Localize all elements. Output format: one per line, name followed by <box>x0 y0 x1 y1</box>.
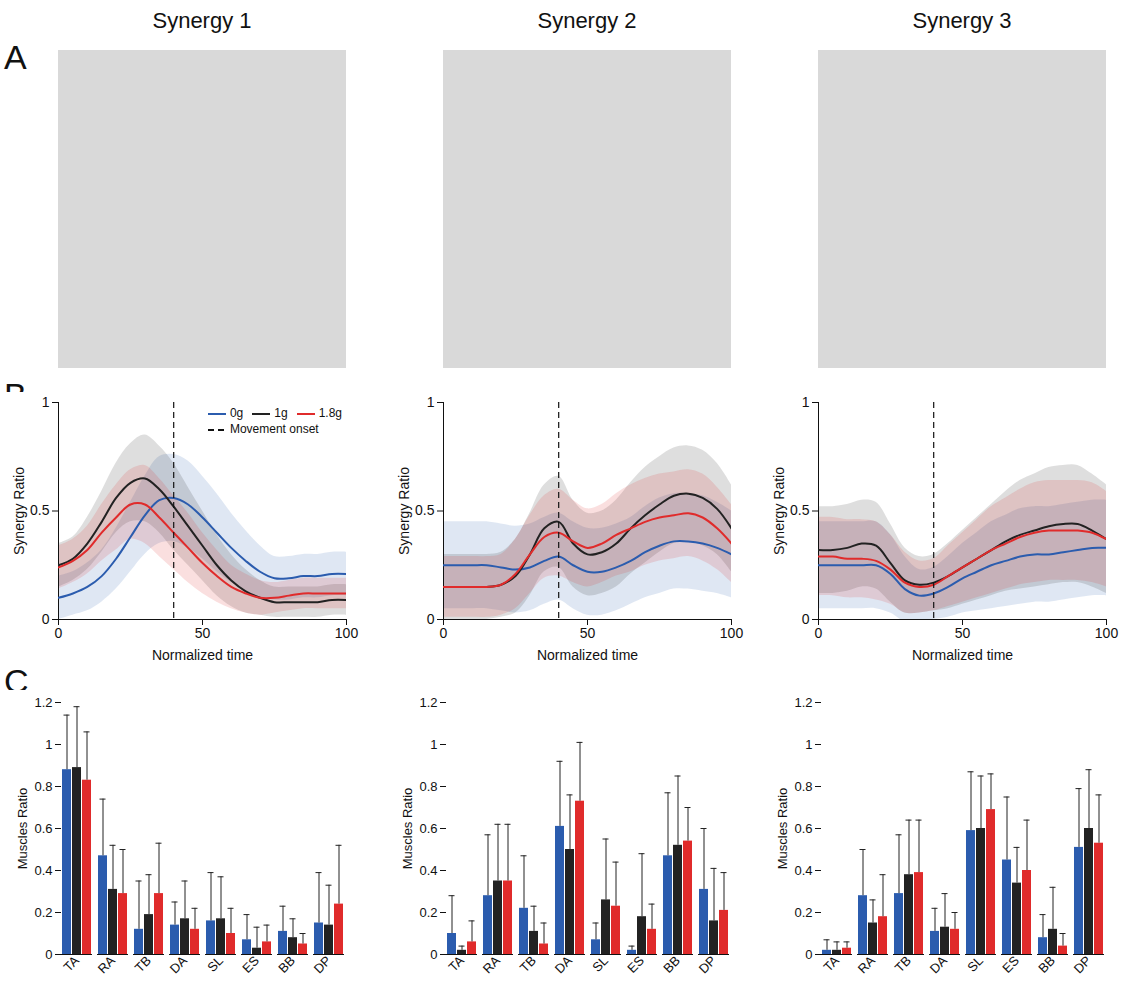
svg-text:BB: BB <box>660 953 683 976</box>
svg-text:TA: TA <box>445 953 467 975</box>
svg-text:0.2: 0.2 <box>794 905 812 920</box>
html-text:C: C <box>4 662 29 700</box>
svg-text:DA: DA <box>552 953 576 977</box>
svg-text:Synergy Ratio: Synergy Ratio <box>771 467 787 555</box>
svg-text:50: 50 <box>955 625 971 641</box>
html-text:B: B <box>4 376 27 414</box>
svg-text:0.4: 0.4 <box>34 863 52 878</box>
svg-text:0.2: 0.2 <box>419 905 437 920</box>
svg-text:0.8: 0.8 <box>794 779 812 794</box>
svg-text:Muscles Ratio: Muscles Ratio <box>775 788 790 870</box>
svg-text:1: 1 <box>45 737 52 752</box>
svg-text:0.2: 0.2 <box>34 905 52 920</box>
svg-text:RA: RA <box>855 953 879 977</box>
svg-text:TB: TB <box>892 953 914 975</box>
svg-text:SL: SL <box>589 953 611 975</box>
svg-text:TB: TB <box>132 953 154 975</box>
svg-text:DP: DP <box>311 953 334 976</box>
svg-text:0.8: 0.8 <box>419 779 437 794</box>
svg-text:Synergy Ratio: Synergy Ratio <box>11 467 27 555</box>
svg-text:Synergy Ratio: Synergy Ratio <box>396 467 412 555</box>
svg-text:0.5: 0.5 <box>415 502 435 518</box>
svg-text:1: 1 <box>802 394 810 410</box>
svg-text:DP: DP <box>696 953 719 976</box>
svg-text:1: 1 <box>430 737 437 752</box>
svg-text:SL: SL <box>964 953 986 975</box>
svg-text:100: 100 <box>1095 625 1119 641</box>
svg-text:ES: ES <box>999 953 1022 976</box>
svg-text:DA: DA <box>167 953 191 977</box>
html-text:Synergy 1: Synergy 1 <box>152 8 252 33</box>
svg-text:1.2: 1.2 <box>34 695 52 710</box>
svg-text:DA: DA <box>927 953 951 977</box>
svg-text:Normalized time: Normalized time <box>912 647 1013 663</box>
svg-text:0: 0 <box>45 947 52 962</box>
svg-text:SL: SL <box>204 953 226 975</box>
svg-text:1.2: 1.2 <box>794 695 812 710</box>
svg-text:0.4: 0.4 <box>419 863 437 878</box>
svg-text:0: 0 <box>430 947 437 962</box>
svg-text:0: 0 <box>802 611 810 627</box>
html-text:Synergy 2: Synergy 2 <box>537 8 637 33</box>
svg-text:1: 1 <box>427 394 435 410</box>
svg-text:100: 100 <box>720 625 744 641</box>
svg-text:0.6: 0.6 <box>34 821 52 836</box>
svg-text:TA: TA <box>60 953 82 975</box>
html-text:1.8g: 1.8g <box>318 406 342 420</box>
svg-text:Normalized time: Normalized time <box>152 647 253 663</box>
svg-text:50: 50 <box>580 625 596 641</box>
svg-text:0.4: 0.4 <box>794 863 812 878</box>
svg-text:0.8: 0.8 <box>34 779 52 794</box>
svg-text:0: 0 <box>42 611 50 627</box>
svg-text:RA: RA <box>480 953 504 977</box>
svg-text:0: 0 <box>55 625 63 641</box>
svg-text:0: 0 <box>805 947 812 962</box>
svg-text:1: 1 <box>42 394 50 410</box>
html-text:Synergy 3: Synergy 3 <box>912 8 1012 33</box>
html-text:A: A <box>4 38 27 76</box>
svg-text:TB: TB <box>517 953 539 975</box>
svg-text:Muscles Ratio: Muscles Ratio <box>400 788 415 870</box>
svg-text:100: 100 <box>335 625 359 641</box>
svg-text:1.2: 1.2 <box>419 695 437 710</box>
svg-text:TA: TA <box>820 953 842 975</box>
svg-text:0.5: 0.5 <box>30 502 50 518</box>
svg-text:BB: BB <box>1035 953 1058 976</box>
svg-text:0.6: 0.6 <box>794 821 812 836</box>
svg-text:0: 0 <box>815 625 823 641</box>
svg-text:ES: ES <box>624 953 647 976</box>
svg-text:0.6: 0.6 <box>419 821 437 836</box>
svg-text:BB: BB <box>275 953 298 976</box>
svg-text:Normalized time: Normalized time <box>537 647 638 663</box>
svg-text:Muscles Ratio: Muscles Ratio <box>15 788 30 870</box>
svg-text:0: 0 <box>440 625 448 641</box>
html-text:0g: 0g <box>229 406 244 420</box>
html-text:1g: 1g <box>274 406 288 420</box>
svg-text:1: 1 <box>805 737 812 752</box>
svg-text:RA: RA <box>95 953 119 977</box>
svg-text:50: 50 <box>195 625 211 641</box>
svg-text:0: 0 <box>427 611 435 627</box>
svg-text:DP: DP <box>1071 953 1094 976</box>
html-text:Movement onset: Movement onset <box>229 422 319 436</box>
svg-text:0.5: 0.5 <box>790 502 810 518</box>
svg-text:ES: ES <box>239 953 262 976</box>
